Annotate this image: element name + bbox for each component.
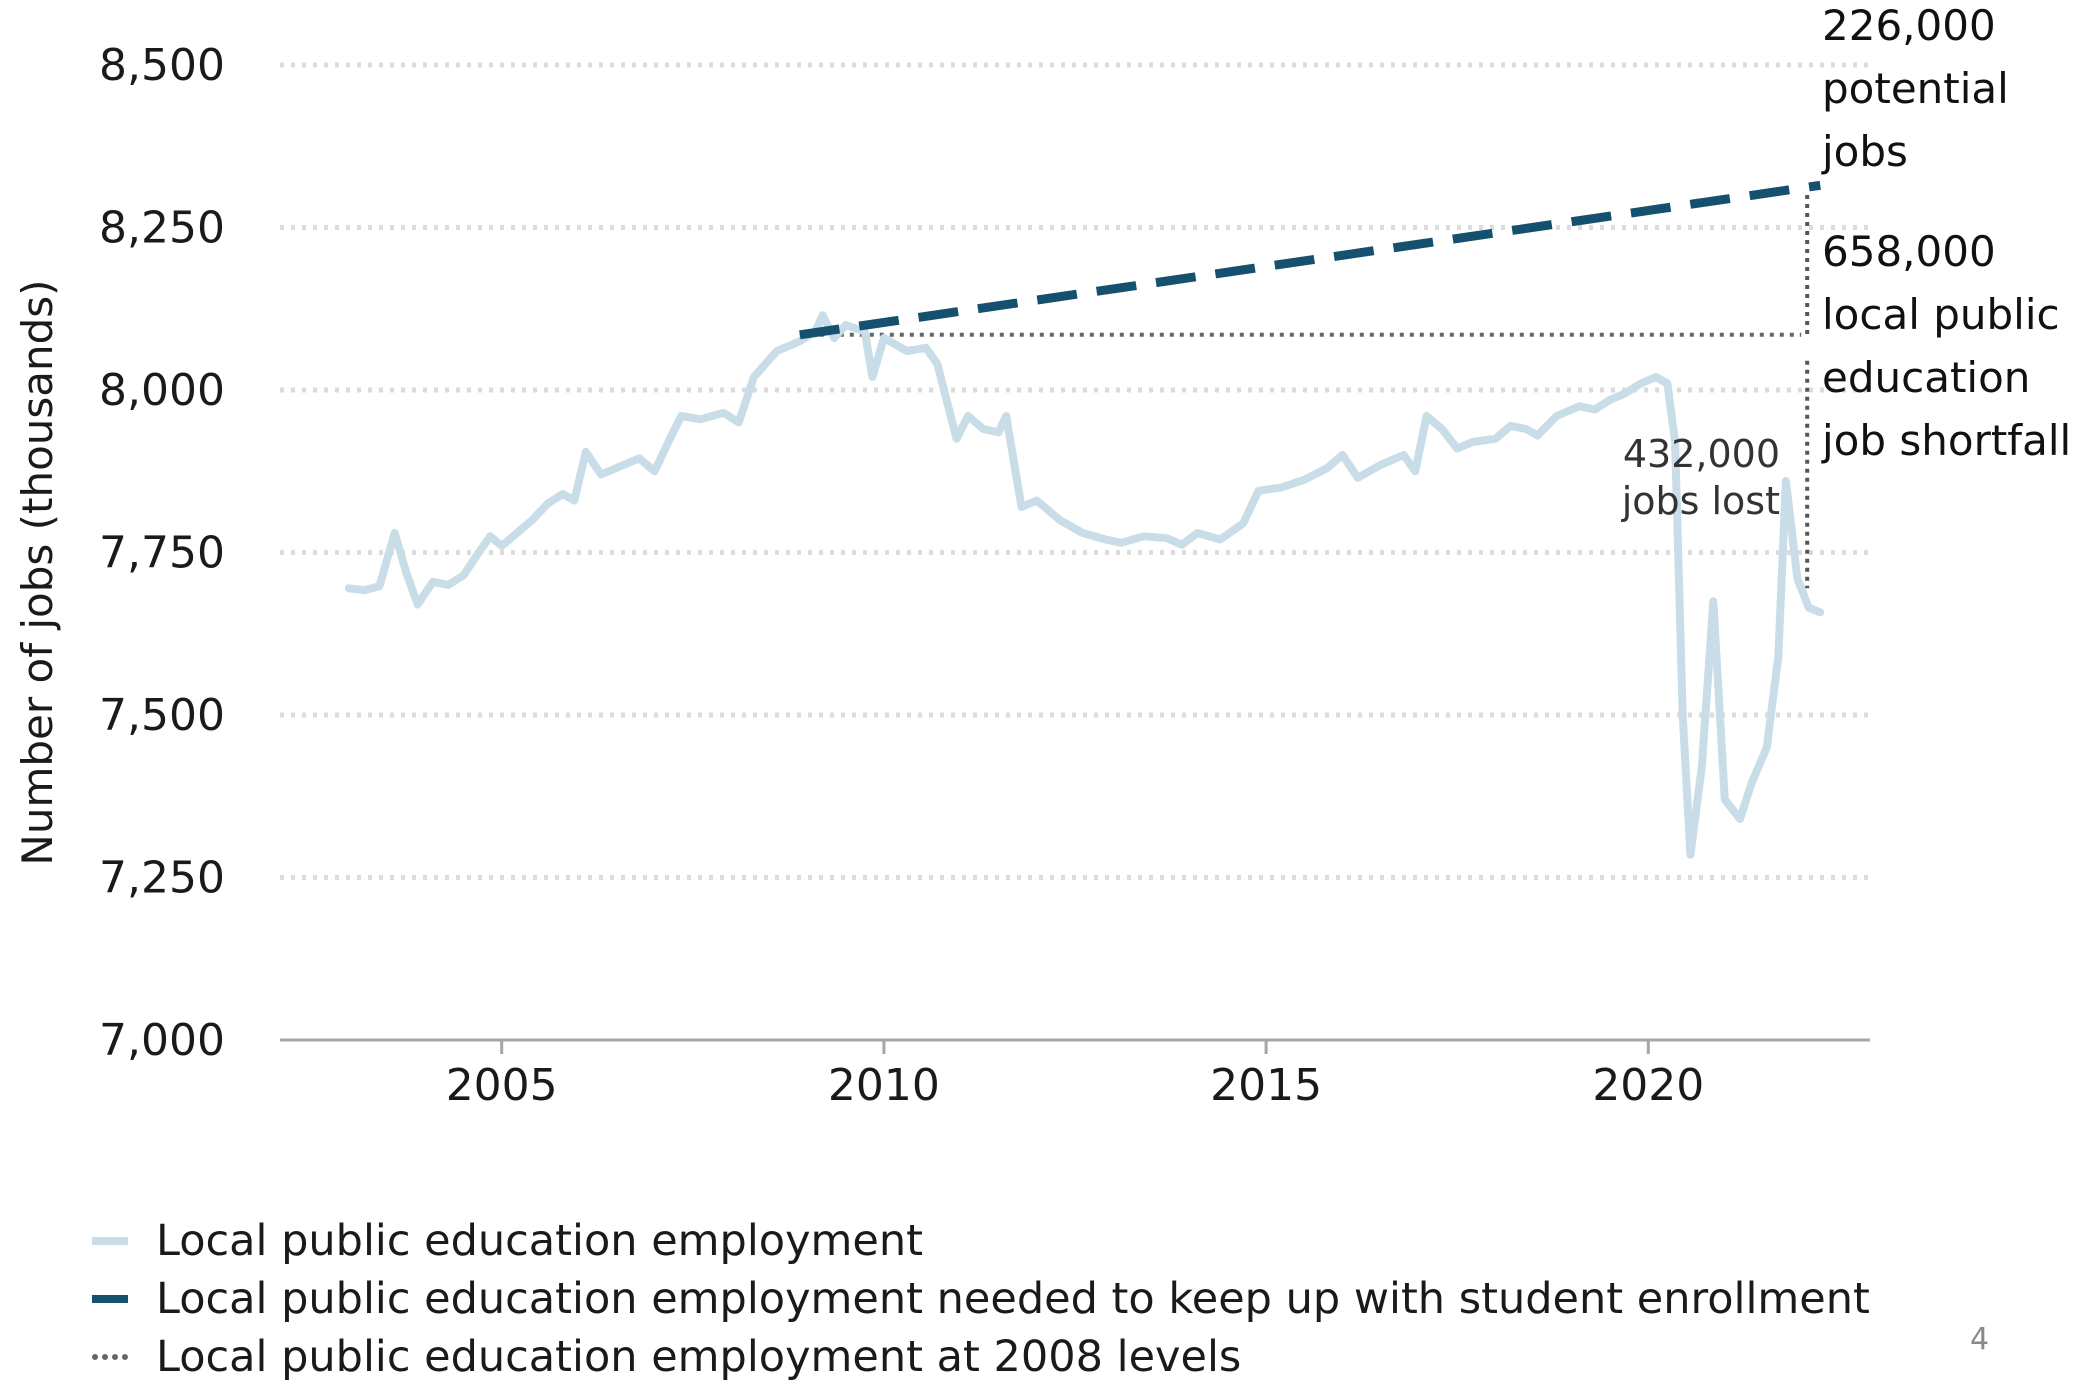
annotation-shortfall-line-2: education xyxy=(1822,353,2030,402)
legend-item-needed: Local public education employment needed… xyxy=(92,1270,1870,1328)
annotation-potential-line-2: jobs xyxy=(1821,127,1908,176)
y-axis-title: Number of jobs (thousands) xyxy=(13,279,62,865)
annotation-shortfall-line-3: job shortfall xyxy=(1821,416,2071,465)
y-tick-label-7750: 7,750 xyxy=(99,528,225,579)
annotation-shortfall-line-1: local public xyxy=(1822,290,2060,339)
legend-item-employment: Local public education employment xyxy=(92,1212,1870,1270)
y-tick-label-8000: 8,000 xyxy=(99,365,225,416)
legend-swatch-employment xyxy=(92,1237,128,1245)
annotations: 226,000 potential jobs 658,000 local public e… xyxy=(1621,1,2071,523)
y-tick-label-8500: 8,500 xyxy=(99,40,225,91)
x-tick-label-2005: 2005 xyxy=(446,1060,558,1111)
y-tick-label-8250: 8,250 xyxy=(99,203,225,254)
legend-swatch-needed xyxy=(92,1295,128,1303)
annotation-potential-line-1: potential xyxy=(1822,64,2009,113)
legend-swatch-2008-levels xyxy=(92,1354,128,1360)
legend: Local public education employment Local … xyxy=(92,1212,1870,1386)
y-axis-ticks: 7,000 7,250 7,500 7,750 8,000 8,250 8,500 xyxy=(99,40,225,1066)
legend-label-2008-levels: Local public education employment at 200… xyxy=(156,1332,1242,1382)
x-tick-label-2015: 2015 xyxy=(1210,1060,1322,1111)
series-lines xyxy=(344,180,1825,859)
page-number: 4 xyxy=(1970,1322,1990,1357)
x-axis-ticks: 2005 2010 2015 2020 xyxy=(446,1040,1704,1111)
x-tick-label-2010: 2010 xyxy=(828,1060,940,1111)
legend-label-needed: Local public education employment needed… xyxy=(156,1274,1870,1324)
y-tick-label-7500: 7,500 xyxy=(99,690,225,741)
series-line-needed xyxy=(799,180,1821,340)
series-line-employment xyxy=(344,311,1825,859)
annotation-potential-line-0: 226,000 xyxy=(1822,1,1996,50)
y-tick-label-7000: 7,000 xyxy=(99,1015,225,1066)
annotation-lost-line-0: 432,000 xyxy=(1623,432,1780,476)
y-tick-label-7250: 7,250 xyxy=(99,853,225,904)
legend-label-employment: Local public education employment xyxy=(156,1216,923,1266)
annotation-shortfall-line-0: 658,000 xyxy=(1822,227,1996,276)
gridlines xyxy=(280,62,1870,880)
legend-item-2008-levels: Local public education employment at 200… xyxy=(92,1328,1870,1386)
annotation-lost-line-1: jobs lost xyxy=(1621,479,1780,523)
x-tick-label-2020: 2020 xyxy=(1592,1060,1704,1111)
